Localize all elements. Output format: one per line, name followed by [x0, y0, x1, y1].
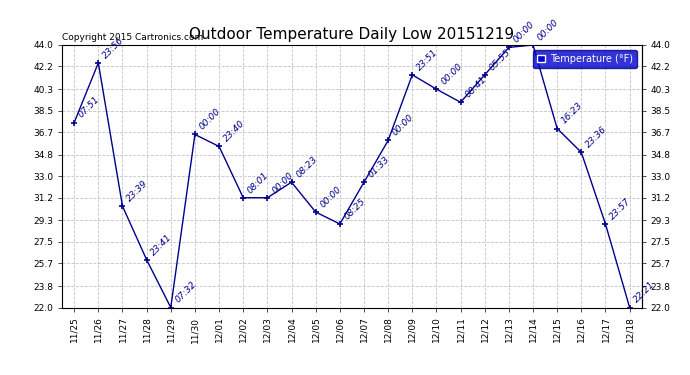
Text: 23:39: 23:39	[126, 178, 150, 203]
Text: 16:23: 16:23	[560, 101, 584, 126]
Text: 01:33: 01:33	[367, 155, 391, 180]
Text: 00:00: 00:00	[440, 62, 464, 86]
Text: 07:32: 07:32	[174, 280, 198, 305]
Text: Copyright 2015 Cartronics.com: Copyright 2015 Cartronics.com	[62, 33, 204, 42]
Text: 23:41: 23:41	[150, 232, 174, 257]
Text: 08:01: 08:01	[246, 170, 270, 195]
Text: 23:56: 23:56	[101, 35, 126, 60]
Text: 23:40: 23:40	[222, 119, 246, 144]
Text: 00:00: 00:00	[391, 113, 415, 138]
Text: 07:51: 07:51	[77, 95, 101, 120]
Text: 08:25: 08:25	[343, 196, 367, 221]
Legend: Temperature (°F): Temperature (°F)	[533, 50, 637, 68]
Text: 00:00: 00:00	[270, 170, 295, 195]
Text: 08:23: 08:23	[295, 155, 319, 180]
Text: 23:57: 23:57	[609, 196, 633, 221]
Text: 23:36: 23:36	[584, 125, 609, 150]
Text: 00:00: 00:00	[512, 20, 536, 45]
Text: 22:21: 22:21	[633, 280, 657, 305]
Text: 00:00: 00:00	[536, 18, 560, 42]
Text: 00:00: 00:00	[319, 184, 343, 209]
Text: 23:51: 23:51	[415, 47, 440, 72]
Text: 00:00: 00:00	[198, 107, 222, 132]
Text: 05:55: 05:55	[488, 47, 512, 72]
Title: Outdoor Temperature Daily Low 20151219: Outdoor Temperature Daily Low 20151219	[189, 27, 515, 42]
Text: 08:41: 08:41	[464, 75, 488, 99]
